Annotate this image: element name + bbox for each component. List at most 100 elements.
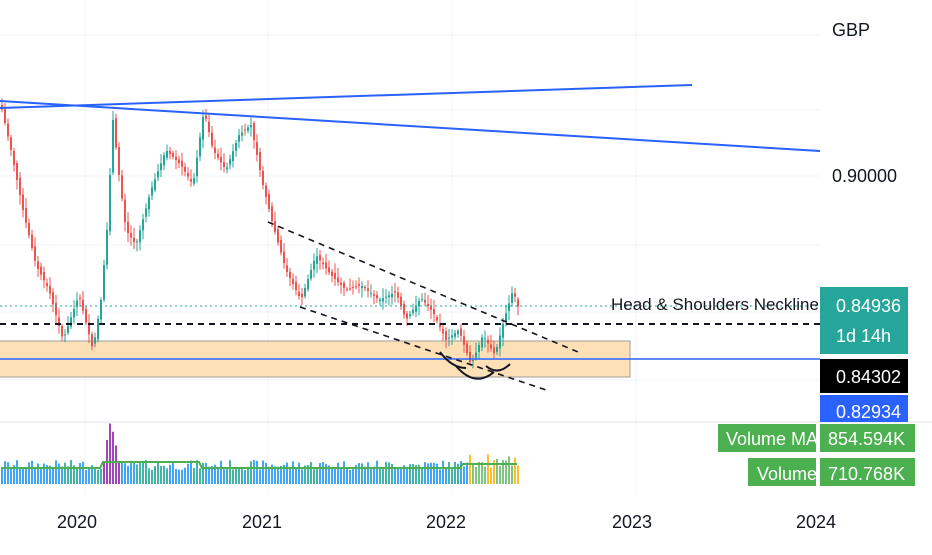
volume-bar-7	[22, 467, 24, 484]
volume-bar-167	[502, 460, 504, 484]
candle-body-16	[49, 285, 51, 294]
candle-body-117	[352, 287, 354, 289]
volume-bar-157	[472, 464, 474, 484]
candle-body-15	[46, 283, 48, 287]
candle-body-37	[112, 120, 114, 173]
volume-bar-164	[493, 460, 495, 484]
volume-bar-105	[316, 467, 318, 484]
candle-body-92	[277, 229, 279, 243]
volume-value-bg	[820, 458, 915, 486]
volume-bar-54	[163, 465, 165, 484]
candle-body-103	[310, 270, 312, 279]
volume-bar-27	[82, 461, 84, 484]
candle-body-52	[157, 171, 159, 178]
candle-body-53	[160, 163, 162, 171]
candle-body-26	[79, 297, 81, 299]
x-tick-2024: 2024	[796, 512, 836, 532]
candle-body-63	[190, 178, 192, 182]
candle-body-172	[517, 299, 519, 307]
candle-body-81	[244, 129, 246, 131]
candle-body-49	[148, 197, 150, 210]
candle-body-135	[406, 313, 408, 319]
overlays: Head & Shoulders Neckline	[0, 84, 821, 391]
volume-bar-33	[100, 468, 102, 484]
volume-bar-75	[226, 467, 228, 484]
candle-body-167	[502, 323, 504, 338]
volume-bar-12	[37, 463, 39, 484]
time-axis[interactable]: 2020 2021 2022 2023 2024	[57, 512, 836, 532]
candle-body-66	[199, 137, 201, 157]
candle-body-38	[115, 118, 117, 148]
candle-body-43	[130, 232, 132, 238]
countdown-tag: 1d 14h	[836, 326, 891, 346]
volume-bar-40	[121, 461, 123, 484]
candle-body-111	[334, 273, 336, 279]
volume-bar-166	[499, 466, 501, 484]
candle-body-164	[493, 347, 495, 354]
candle-body-169	[508, 303, 510, 311]
candle-body-162	[487, 339, 489, 344]
candle-body-58	[175, 156, 177, 160]
volume-bar-162	[487, 454, 489, 484]
candle-body-88	[265, 185, 267, 197]
candle-body-122	[367, 288, 369, 291]
candle-body-101	[304, 288, 306, 297]
candle-body-158	[475, 352, 477, 358]
volume-bar-58	[175, 468, 177, 484]
candle-body-126	[379, 299, 381, 302]
neckline-label: Head & Shoulders Neckline	[611, 295, 819, 314]
volume-bar-115	[346, 468, 348, 484]
trendline-descending[interactable]	[0, 100, 821, 152]
volume-bar-125	[376, 460, 378, 484]
volume-bar-149	[448, 461, 450, 484]
candle-body-152	[457, 330, 459, 335]
candle-body-95	[286, 265, 288, 272]
volume-bar-49	[148, 468, 150, 484]
candle-body-134	[403, 303, 405, 315]
blue-line-price-tag-bg	[820, 395, 908, 422]
trendline-ascending[interactable]	[0, 84, 693, 109]
volume-bar-68	[205, 462, 207, 484]
volume-bar-77	[232, 469, 234, 484]
candle-body-142	[427, 303, 429, 307]
x-tick-2022: 2022	[426, 512, 466, 532]
crosshair-price-tag: 0.84302	[836, 367, 901, 387]
currency-label: GBP	[832, 20, 870, 40]
candle-body-50	[151, 187, 153, 196]
candle-body-102	[307, 279, 309, 290]
candle-body-151	[454, 333, 456, 337]
volume-bar-80	[241, 469, 243, 484]
volume-bar-97	[292, 461, 294, 484]
volume-bar-90	[271, 464, 273, 484]
volume-bar-30	[91, 465, 93, 484]
candle-body-89	[268, 194, 270, 209]
volume-bars	[1, 423, 519, 484]
volume-bar-93	[280, 465, 282, 484]
volume-bar-94	[283, 464, 285, 484]
volume-bar-52	[157, 462, 159, 484]
candle-body-113	[340, 282, 342, 285]
volume-bar-69	[208, 466, 210, 484]
volume-bar-36	[109, 423, 111, 484]
candle-body-87	[262, 170, 264, 185]
price-axis[interactable]: GBP 0.90000 0.84936 1d 14h 0.84302 0.829…	[820, 20, 908, 422]
volume-bar-1	[4, 461, 6, 484]
volume-bar-6	[19, 468, 21, 484]
volume-bar-124	[373, 466, 375, 484]
candle-body-76	[229, 159, 231, 165]
crosshair-price-tag-bg	[820, 359, 908, 393]
head-arc	[455, 365, 495, 380]
volume-bar-101	[304, 465, 306, 484]
volume-bar-25	[76, 467, 78, 484]
candle-body-2	[7, 123, 9, 137]
volume-bar-81	[244, 469, 246, 484]
volume-bar-4	[13, 465, 15, 484]
volume-bar-119	[358, 463, 360, 484]
volume-bar-111	[334, 467, 336, 484]
volume-label: Volume	[757, 464, 817, 484]
channel-upper[interactable]	[267, 221, 579, 353]
candle-body-84	[253, 123, 255, 140]
volume-bar-43	[130, 460, 132, 484]
